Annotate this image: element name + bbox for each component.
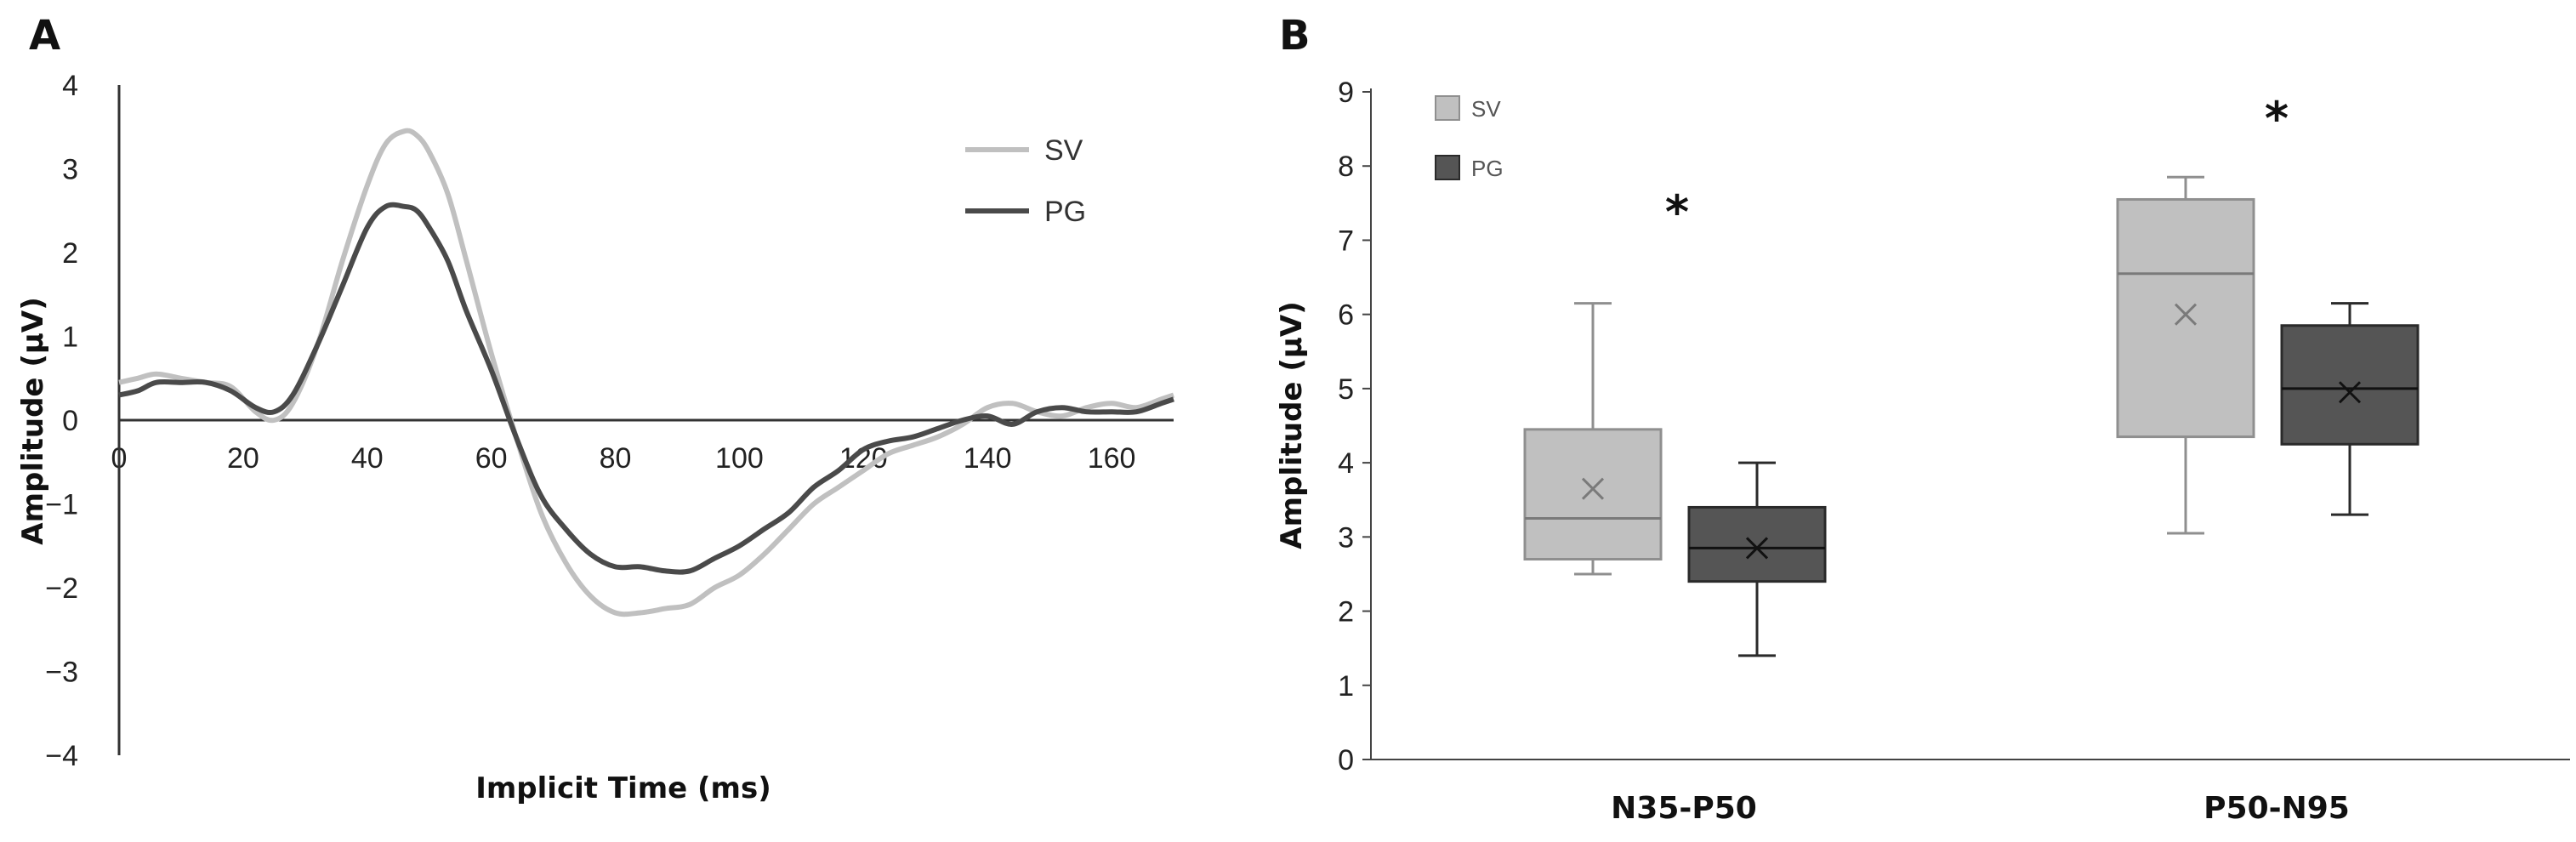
mean-marker	[1581, 477, 1605, 500]
panel-b-y-tick-label: 4	[1338, 447, 1354, 480]
panel-b-box-pg-n35-p50	[1687, 461, 1827, 657]
panel-b-boxes	[1523, 175, 2420, 657]
panel-b-box-pg-p50-n95	[2280, 302, 2420, 516]
panel-a-x-tick-label: 60	[475, 442, 508, 475]
panel-a-y-tick-label: 3	[62, 154, 78, 186]
mean-marker	[1745, 537, 1769, 560]
panel-a-series-pg-line	[118, 202, 1174, 575]
panel-b-legend-label-sv: SV	[1471, 96, 1501, 122]
panel-b-categories: N35-P50 P50-N95	[1611, 791, 2350, 826]
panel-a-series-sv-line	[118, 128, 1174, 617]
panel-a-legend-label-pg: PG	[1044, 196, 1086, 228]
panel-a-x-ticks: 020406080100120140160	[111, 442, 1136, 475]
iqr-box	[2280, 324, 2420, 446]
panel-b-y-tick-label: 1	[1338, 670, 1354, 703]
panel-b-y-tick-label: 2	[1338, 596, 1354, 629]
panel-b-y-tick-label: 7	[1338, 225, 1354, 257]
panel-b-y-ticks: 0 1 2 3 4 5 6 7 8 9	[1338, 77, 1371, 777]
panel-a-x-axis-title: Implicit Time (ms)	[475, 771, 771, 805]
panel-b-legend-label-pg: PG	[1471, 156, 1504, 181]
panel-a-x-tick-label: 100	[715, 442, 764, 475]
panel-b-legend-swatch-sv	[1435, 95, 1460, 121]
panel-b-y-tick-label: 3	[1338, 521, 1354, 554]
panel-b-significance-star: *	[2265, 92, 2289, 145]
panel-a-x-tick-label: 160	[1088, 442, 1136, 475]
panel-a-y-axis-title: Amplitude (µV)	[16, 297, 50, 545]
panel-b-y-tick-label: 8	[1338, 151, 1354, 183]
panel-a-y-tick-label: −2	[45, 572, 78, 605]
panel-a-y-tick-label: 2	[62, 237, 78, 270]
panel-b-legend: SV PG	[1435, 95, 1504, 181]
panel-b-box-sv-p50-n95	[2116, 175, 2255, 535]
panel-a-x-tick-label: 140	[964, 442, 1012, 475]
panel-b-significance-star: *	[1665, 185, 1689, 239]
panel-a-x-tick-label: 20	[227, 442, 259, 475]
panel-a-legend-label-sv: SV	[1044, 134, 1083, 167]
panel-a-y-tick-label: −4	[45, 740, 78, 772]
panel-b-significance: **	[1665, 92, 2289, 239]
panel-b-y-tick-label: 9	[1338, 77, 1354, 109]
panel-a-y-tick-label: 4	[62, 70, 78, 102]
iqr-box	[1687, 505, 1827, 583]
panel-a-x-tick-label: 80	[600, 442, 632, 475]
panel-a-series	[118, 128, 1174, 617]
panel-b-category-label: N35-P50	[1611, 791, 1757, 826]
panel-b-y-tick-label: 0	[1338, 744, 1354, 777]
panel-a-label: A	[29, 12, 60, 60]
mean-marker	[2174, 303, 2198, 326]
iqr-box	[1523, 428, 1663, 560]
panel-b-category-label: P50-N95	[2204, 791, 2350, 826]
panel-b-box-sv-n35-p50	[1523, 302, 1663, 576]
mean-marker	[2338, 381, 2362, 404]
panel-b-label: B	[1279, 12, 1311, 60]
panel-a-y-tick-label: −3	[45, 657, 78, 689]
panel-b-legend-swatch-pg	[1435, 155, 1460, 180]
panel-a-legend: SV PG	[965, 134, 1086, 228]
panel-b-y-axis-title: Amplitude (µV)	[1275, 301, 1309, 549]
panel-a-y-ticks: 4 3 2 1 0 −1 −2 −3 −4	[45, 70, 78, 772]
iqr-box	[2116, 197, 2255, 439]
panel-a-y-tick-label: 0	[62, 405, 78, 437]
panel-a-y-tick-label: 1	[62, 321, 78, 354]
panel-a-x-tick-label: 40	[351, 442, 384, 475]
panel-a-y-tick-label: −1	[45, 489, 78, 521]
panel-b-y-tick-label: 6	[1338, 299, 1354, 332]
panel-b-y-tick-label: 5	[1338, 373, 1354, 406]
